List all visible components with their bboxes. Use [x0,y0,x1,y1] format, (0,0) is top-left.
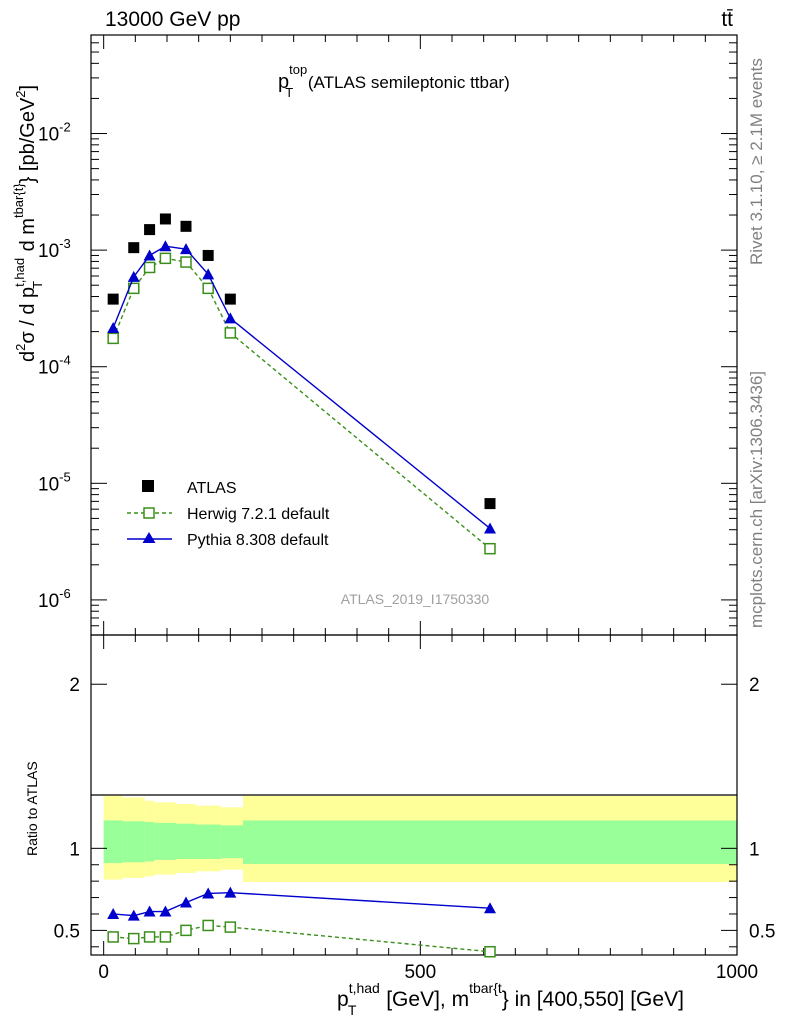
atlas-data-point [144,224,156,236]
x-tick-label: 500 [404,962,436,983]
ratio-inner-band-segment [154,822,177,860]
ratio-pythia-point [484,902,496,914]
main-y-tick-label: 10-4 [38,353,71,379]
atlas-data-point [180,220,192,232]
main-y-axis-label: d2σ / d pt,had T d mtbar{t}} [pb/GeV2] [11,85,45,362]
main-y-tick-label: 10-2 [38,120,71,146]
process-label: tt̄ [721,8,733,31]
pythia-point [224,312,237,324]
ratio-herwig-point [128,932,140,945]
ratio-pythia-point [202,887,215,899]
ratio-herwig-point [159,931,172,943]
herwig-point [159,252,172,265]
atlas-data-point [107,293,119,305]
legend: ATLAS Herwig 7.2.1 default Pythia 8.308 … [127,480,330,549]
ratio-pythia-point [143,905,156,917]
ratio-uncertainty-bands [103,795,737,882]
ratio-inner-band-segment [220,825,243,859]
mcplots-label: mcplots.cern.ch [arXiv:1306.3436] [747,371,766,628]
herwig-point [143,261,156,274]
pythia-point [202,268,215,280]
plot-title: ptop T (ATLAS semileptonic ttbar) [278,62,510,100]
ratio-y-tick-label-right: 0.5 [749,921,775,942]
ratio-y-tick-label-right: 1 [749,839,760,860]
ratio-series-layer [107,886,496,958]
x-tick-label: 1000 [716,962,758,983]
legend-marker-herwig [143,507,155,519]
ratio-herwig-point [107,931,119,943]
x-tick-labels: 0 500 1000 [98,962,758,983]
pythia-point [484,522,496,534]
legend-label-pythia: Pythia 8.308 default [187,532,329,549]
ratio-y-tick-label-left: 1 [69,839,80,860]
analysis-watermark: ATLAS_2019_I1750330 [341,591,490,607]
legend-marker-pythia [142,532,156,543]
ratio-inner-band-segment [144,822,155,862]
main-y-tick-label: 10-3 [38,236,71,262]
atlas-data-point [128,242,140,254]
herwig-point [107,332,119,345]
ratio-herwig-point [143,931,156,943]
atlas-data-point [224,293,236,305]
legend-label-herwig: Herwig 7.2.1 default [187,506,330,523]
ratio-y-tick-labels: 0.5 0.5 1 1 2 2 [54,675,776,942]
ratio-pythia-point [159,905,172,917]
ratio-herwig-point [180,924,192,937]
ratio-pythia-point [107,907,120,919]
main-axis-ticks [91,34,738,636]
main-series-line [112,245,491,530]
ratio-series-line [113,891,491,917]
pythia-point [159,240,172,252]
plot-title-sub: T [285,85,293,100]
ratio-y-tick-label-right: 2 [749,675,760,696]
herwig-point [484,542,496,555]
rivet-version-label: Rivet 3.1.10, ≥ 2.1M events [747,58,766,265]
herwig-point [180,256,192,268]
x-tick-label: 0 [98,962,109,983]
main-y-tick-label: 10-6 [38,586,71,612]
ratio-y-tick-label-left: 2 [69,675,80,696]
ratio-y-axis-label: Ratio to ATLAS [24,761,40,856]
main-y-tick-label: 10-5 [38,469,71,495]
ratio-inner-band-segment [195,824,221,859]
herwig-point [202,282,214,295]
main-y-tick-labels: 10-6 10-5 10-4 10-3 10-2 [38,120,71,612]
ratio-pythia-point [127,909,140,921]
x-axis-label: pt,had T [GeV], mtbar{t} in [400,550] [Ge… [337,980,684,1018]
ratio-inner-band-segment [103,820,123,864]
energy-label: 13000 GeV pp [105,8,240,31]
ratio-pythia-point [224,886,237,898]
ratio-pythia-point [180,896,192,908]
plot-title-p: p [278,71,289,93]
ratio-y-tick-label-left: 0.5 [54,921,80,942]
main-series-layer [107,213,496,555]
ratio-inner-band-segment [122,821,145,863]
plot-title-rest: (ATLAS semileptonic ttbar) [303,73,510,92]
atlas-data-point [159,213,171,225]
legend-label-atlas: ATLAS [187,480,237,497]
ratio-herwig-point [484,945,496,958]
pythia-point [180,243,192,255]
atlas-data-point [484,498,496,510]
pythia-point [127,270,140,282]
ratio-herwig-point [202,919,214,932]
ratio-inner-band-segment [176,823,196,859]
atlas-data-point [202,249,214,261]
pythia-point [143,249,156,261]
ratio-inner-band-segment [243,820,737,864]
herwig-point [224,327,237,339]
ratio-axis-ticks [91,635,738,955]
ratio-herwig-point [224,921,237,933]
pythia-point [107,321,120,333]
legend-marker-atlas [142,480,154,492]
plot-title-sup: top [289,62,307,77]
